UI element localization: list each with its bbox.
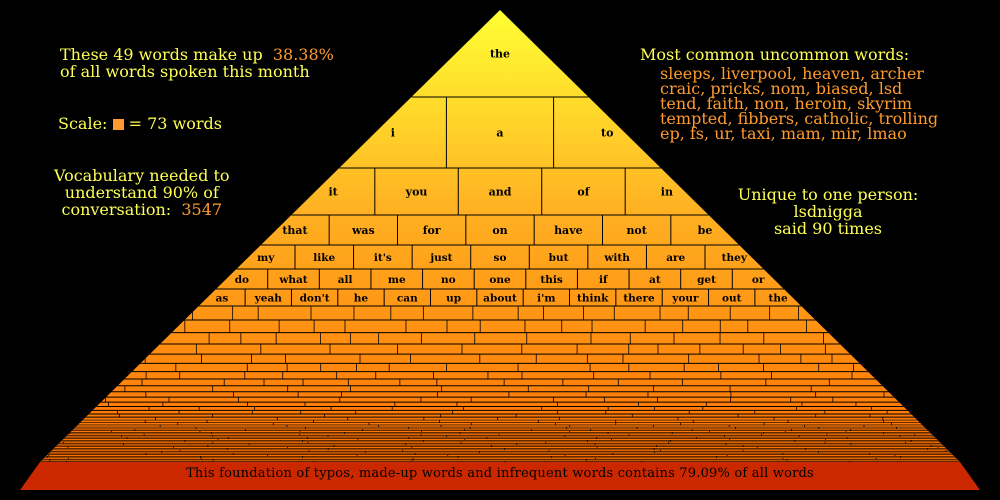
unique-name: lsdnigga [793,202,863,221]
word-block-label: the [768,293,787,305]
foundation-band [20,462,980,490]
word-block-label: so [494,252,507,264]
word-block-label: it's [374,252,392,264]
vocab-line2: understand 90% of [64,183,219,202]
foundation-label: This foundation of typos, made-up words … [186,466,814,481]
word-block-label: it [328,186,338,199]
stats-line2: of all words spoken this month [60,62,310,81]
word-block-label: have [554,224,583,237]
word-block-label: with [603,252,630,264]
vocab-block: Vocabulary needed to understand 90% of c… [54,167,230,218]
word-block-label: not [626,224,647,237]
word-block-label: he [354,293,369,305]
word-block-label: out [722,293,742,305]
word-block-label: what [278,274,307,286]
word-block-label: your [671,293,699,305]
word-block-label: yeah [254,293,283,305]
word-block-label: get [697,274,716,286]
unique-block: Unique to one person: lsdnigga said 90 t… [728,186,928,237]
word-block-label: for [423,224,441,237]
word-block-label: this [540,274,562,286]
stats-block: These 49 words make up 38.38% of all wor… [60,46,334,80]
uncommon-list: sleeps, liverpool, heaven, archer craic,… [640,64,939,143]
word-block-label: about [483,293,517,305]
word-block-label: of [577,186,590,199]
uncommon-line: ep, fs, ur, taxi, mam, mir, lmao [660,124,907,143]
vocab-value: 3547 [181,200,223,219]
word-block-label: be [698,224,713,237]
word-block-label: to [601,127,613,140]
word-block-label: i [391,127,395,140]
word-block-label: one [489,274,511,286]
word-block-label: a [496,127,503,140]
scale-block: Scale: = 73 words [58,115,222,132]
word-block-label: as [216,293,229,305]
word-block-label: there [623,293,655,305]
scale-square-icon [112,119,124,130]
word-block-label: like [313,252,335,264]
word-block-label: don't [300,293,330,305]
word-block-label: my [257,252,275,264]
unique-title: Unique to one person: [737,185,919,204]
uncommon-line: tend, faith, non, heroin, skyrim [660,94,913,113]
stats-line1: These 49 words make up [60,45,263,64]
word-block-label: no [441,274,456,286]
word-block-label: the [490,48,510,61]
word-block-label: and [489,186,512,199]
word-block-label: up [446,293,461,305]
vocab-line1: Vocabulary needed to [54,166,230,185]
word-block-label: just [429,252,452,264]
word-block-label: that [282,224,308,237]
word-block-label: but [549,252,569,264]
uncommon-line: craic, pricks, nom, biased, lsd [660,79,903,98]
word-block-label: me [388,274,406,286]
pyramid-body [40,10,960,462]
word-block-label: can [397,293,418,305]
vocab-line3: conversation: [61,200,172,219]
word-block-label: you [405,186,428,199]
word-block-label: are [666,252,685,264]
word-block-label: they [722,252,748,264]
word-block-label: if [599,274,609,286]
word-block-label: i'm [537,293,555,305]
unique-count: said 90 times [773,219,883,238]
uncommon-line: sleeps, liverpool, heaven, archer [660,64,924,83]
word-block-label: think [577,293,609,305]
uncommon-block: Most common uncommon words: sleeps, live… [640,45,939,143]
uncommon-title: Most common uncommon words: [640,45,910,64]
scale-prefix: Scale: [58,114,108,133]
word-block-label: do [235,274,249,286]
uncommon-line: tempted, fibbers, catholic, trolling [660,109,939,128]
word-block-label: in [661,186,673,199]
word-block-label: was [351,224,375,237]
word-block-label: on [492,224,507,237]
stats-percent: 38.38% [272,45,334,64]
word-block-label: or [752,274,765,286]
scale-suffix: = 73 words [128,114,222,133]
word-block-label: all [338,274,353,286]
word-block-label: at [649,274,661,286]
